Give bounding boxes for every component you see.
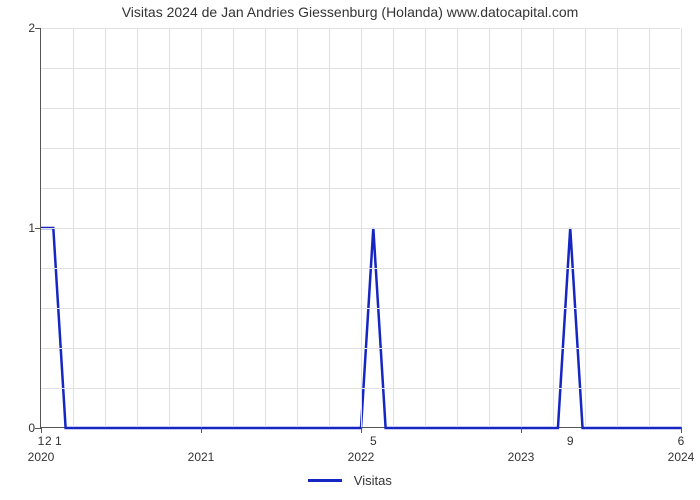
gridline-v — [553, 28, 554, 427]
value-label: 2 1 — [45, 434, 62, 448]
gridline-v — [233, 28, 234, 427]
legend-swatch — [308, 479, 342, 482]
x-axis-label: 2024 — [668, 450, 695, 464]
y-axis-label: 0 — [28, 421, 41, 435]
legend-label: Visitas — [354, 473, 392, 488]
gridline-v — [73, 28, 74, 427]
gridline-v — [457, 28, 458, 427]
gridline-v — [329, 28, 330, 427]
gridline-v — [137, 28, 138, 427]
gridline-v — [425, 28, 426, 427]
x-axis-label: 2021 — [188, 450, 215, 464]
gridline-v — [617, 28, 618, 427]
gridline-v — [361, 28, 362, 427]
x-tick — [361, 427, 362, 433]
value-label: 1 — [38, 434, 45, 448]
gridline-v — [681, 28, 682, 427]
gridline-v — [297, 28, 298, 427]
legend: Visitas — [0, 472, 700, 488]
gridline-v — [393, 28, 394, 427]
x-tick — [41, 427, 42, 433]
gridline-v — [169, 28, 170, 427]
value-label: 6 — [678, 434, 685, 448]
gridline-v — [105, 28, 106, 427]
x-axis-label: 2023 — [508, 450, 535, 464]
gridline-v — [585, 28, 586, 427]
x-tick — [681, 427, 682, 433]
gridline-v — [649, 28, 650, 427]
chart-container: Visitas 2024 de Jan Andries Giessenburg … — [0, 0, 700, 500]
value-label: 5 — [370, 434, 377, 448]
x-tick — [521, 427, 522, 433]
x-axis-label: 2022 — [348, 450, 375, 464]
x-tick — [201, 427, 202, 433]
gridline-v — [265, 28, 266, 427]
gridline-v — [489, 28, 490, 427]
value-label: 9 — [567, 434, 574, 448]
y-axis-label: 1 — [28, 221, 41, 235]
x-axis-label: 2020 — [28, 450, 55, 464]
gridline-v — [521, 28, 522, 427]
chart-title: Visitas 2024 de Jan Andries Giessenburg … — [0, 4, 700, 20]
gridline-v — [201, 28, 202, 427]
y-axis-label: 2 — [28, 21, 41, 35]
plot-area: 0122020202120222023202412 1596 — [40, 28, 680, 428]
